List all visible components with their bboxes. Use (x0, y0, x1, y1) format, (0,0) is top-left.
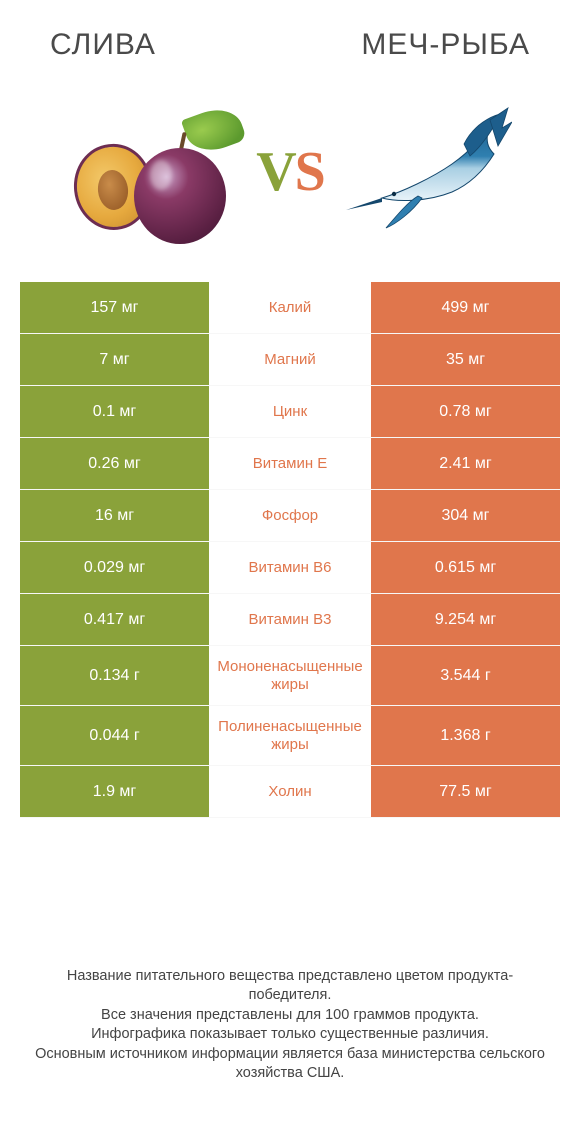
table-row: 0.26 мгВитамин E2.41 мг (20, 438, 560, 490)
right-value: 0.78 мг (371, 386, 560, 437)
right-value: 3.544 г (371, 646, 560, 705)
left-value: 0.029 мг (20, 542, 209, 593)
right-value: 35 мг (371, 334, 560, 385)
footer-line: Основным источником информации является … (30, 1045, 550, 1084)
comparison-table: 157 мгКалий499 мг7 мгМагний35 мг0.1 мгЦи… (20, 282, 560, 818)
left-value: 0.417 мг (20, 594, 209, 645)
nutrient-label: Витамин E (209, 438, 371, 489)
nutrient-label: Фосфор (209, 490, 371, 541)
title-left: СЛИВА (50, 28, 156, 62)
left-value: 16 мг (20, 490, 209, 541)
table-row: 7 мгМагний35 мг (20, 334, 560, 386)
nutrient-label: Калий (209, 282, 371, 333)
nutrient-label: Полиненасыщенные жиры (209, 706, 371, 765)
footer-line: Все значения представлены для 100 граммо… (30, 1006, 550, 1026)
table-row: 0.417 мгВитамин B39.254 мг (20, 594, 560, 646)
right-value: 1.368 г (371, 706, 560, 765)
hero-row: VS (0, 72, 580, 272)
left-value: 157 мг (20, 282, 209, 333)
nutrient-label: Мононенасыщенные жиры (209, 646, 371, 705)
left-value: 0.26 мг (20, 438, 209, 489)
nutrient-label: Цинк (209, 386, 371, 437)
title-right: МЕЧ-РЫБА (361, 28, 530, 62)
nutrient-label: Витамин B6 (209, 542, 371, 593)
left-value: 7 мг (20, 334, 209, 385)
right-value: 499 мг (371, 282, 560, 333)
footer-line: Инфографика показывает только существенн… (30, 1025, 550, 1045)
table-row: 157 мгКалий499 мг (20, 282, 560, 334)
table-row: 0.044 гПолиненасыщенные жиры1.368 г (20, 706, 560, 766)
footer-note: Название питательного вещества представл… (30, 967, 550, 1084)
vs-label: VS (256, 140, 324, 204)
right-value: 304 мг (371, 490, 560, 541)
right-value: 2.41 мг (371, 438, 560, 489)
nutrient-label: Холин (209, 766, 371, 817)
table-row: 16 мгФосфор304 мг (20, 490, 560, 542)
nutrient-label: Витамин B3 (209, 594, 371, 645)
swordfish-image (342, 102, 512, 242)
footer-line: Название питательного вещества представл… (30, 967, 550, 1006)
titles-row: СЛИВА МЕЧ-РЫБА (0, 0, 580, 72)
table-row: 1.9 мгХолин77.5 мг (20, 766, 560, 818)
plum-image (68, 102, 238, 242)
right-value: 77.5 мг (371, 766, 560, 817)
left-value: 0.134 г (20, 646, 209, 705)
table-row: 0.1 мгЦинк0.78 мг (20, 386, 560, 438)
vs-v: V (256, 141, 294, 203)
left-value: 0.044 г (20, 706, 209, 765)
table-row: 0.134 гМононенасыщенные жиры3.544 г (20, 646, 560, 706)
right-value: 0.615 мг (371, 542, 560, 593)
right-value: 9.254 мг (371, 594, 560, 645)
left-value: 0.1 мг (20, 386, 209, 437)
table-row: 0.029 мгВитамин B60.615 мг (20, 542, 560, 594)
nutrient-label: Магний (209, 334, 371, 385)
left-value: 1.9 мг (20, 766, 209, 817)
vs-s: S (295, 141, 324, 203)
